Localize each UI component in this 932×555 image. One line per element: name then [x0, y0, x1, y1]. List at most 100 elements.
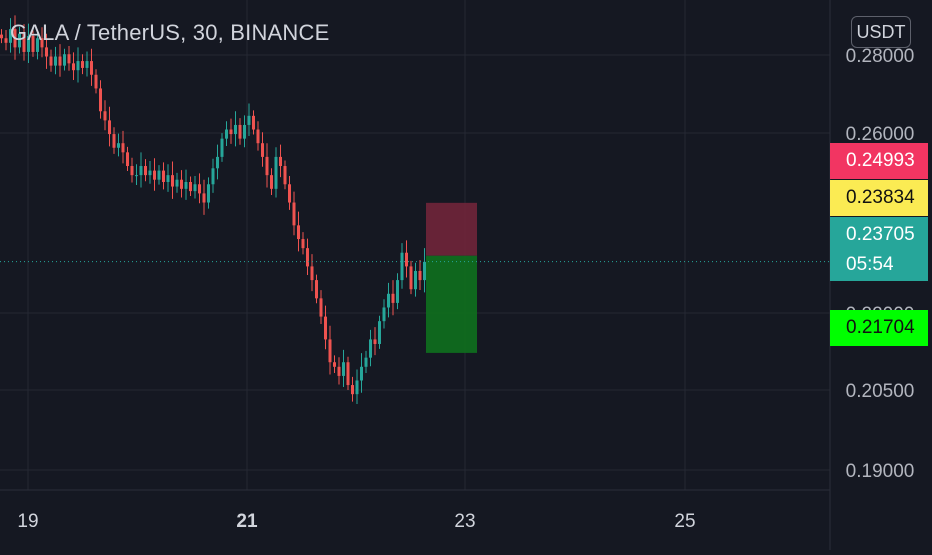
- candle-body: [171, 175, 174, 187]
- candle-body: [153, 170, 156, 180]
- candle-body: [103, 111, 107, 121]
- candle-body: [225, 129, 228, 139]
- candle-body: [67, 54, 71, 64]
- candle-body: [297, 225, 300, 240]
- last-price-value: 0.23705: [846, 224, 915, 245]
- candle-body: [337, 366, 341, 376]
- candle-body: [265, 156, 269, 176]
- candle-body: [157, 170, 161, 180]
- candle-body: [310, 266, 314, 281]
- candle-body: [22, 33, 26, 52]
- candle-body: [90, 61, 93, 75]
- candle-body: [346, 362, 350, 386]
- candle-body: [387, 293, 390, 308]
- time-tick-label: 19: [17, 511, 38, 532]
- time-tick-label: 21: [236, 511, 258, 532]
- candle-body: [0, 34, 3, 39]
- take-profit-zone: [426, 255, 477, 353]
- candle-body: [247, 115, 251, 125]
- time-tick-label: 23: [454, 511, 475, 532]
- price-tick-label: 0.26000: [846, 124, 915, 145]
- candle-body: [58, 56, 62, 66]
- bar-countdown: 05:54: [846, 254, 894, 275]
- candle-body: [279, 156, 282, 167]
- candle-body: [72, 63, 75, 71]
- stop-price-tag: 0.24993: [830, 143, 928, 179]
- price-tick-label: 0.28000: [846, 46, 915, 67]
- position-zones: [426, 202, 477, 353]
- candle-body: [135, 175, 138, 177]
- grid-lines: [0, 0, 831, 550]
- candle-body: [274, 156, 278, 189]
- candle-body: [198, 184, 201, 194]
- candle-body: [45, 47, 48, 57]
- candle-body: [405, 252, 408, 267]
- candle-body: [40, 38, 44, 48]
- title-separator-3: ,: [217, 20, 231, 45]
- candle-body: [175, 179, 179, 187]
- candle-body: [216, 156, 219, 169]
- candle-body: [400, 252, 404, 281]
- candle-body: [54, 56, 57, 66]
- candle-body: [94, 74, 98, 89]
- candle-body: [382, 307, 386, 322]
- candle-body: [184, 181, 188, 189]
- candle-body: [333, 362, 336, 367]
- candle-body: [148, 170, 152, 176]
- candle-body: [396, 280, 399, 303]
- stop-loss-zone: [426, 202, 477, 256]
- time-axis[interactable]: 19 21 23 25: [17, 511, 695, 532]
- exchange: BINANCE: [230, 20, 330, 45]
- candle-body: [261, 143, 264, 157]
- candle-body: [414, 270, 417, 290]
- candle-body: [238, 124, 242, 139]
- price-tick-label: 0.20500: [846, 381, 915, 402]
- candle-body: [49, 56, 53, 66]
- candle-body: [301, 239, 305, 249]
- candle-body: [126, 152, 129, 167]
- candle-body: [252, 115, 255, 130]
- candle-body: [4, 38, 8, 43]
- candle-body: [243, 124, 246, 139]
- candle-body: [292, 202, 296, 226]
- candle-body: [13, 29, 17, 48]
- candle-body: [202, 193, 206, 203]
- candle-body: [211, 168, 215, 185]
- candle-body: [108, 120, 111, 135]
- candle-body: [288, 184, 291, 203]
- symbol-title[interactable]: GALA / TetherUS, 30, BINANCE: [10, 20, 329, 46]
- candle-body: [117, 143, 120, 148]
- candle-body: [364, 357, 368, 367]
- entry-price-tag: 0.23834: [830, 180, 928, 216]
- candle-body: [189, 181, 192, 192]
- currency-button[interactable]: USDT: [851, 16, 911, 48]
- candle-body: [193, 184, 197, 192]
- candle-body: [121, 143, 125, 153]
- last-price-tag: 0.23705 05:54: [830, 217, 928, 281]
- candle-body: [328, 339, 332, 363]
- candle-body: [144, 166, 147, 176]
- candles: [0, 15, 426, 405]
- candle-body: [360, 366, 363, 381]
- candle-body: [139, 166, 143, 176]
- candle-body: [180, 179, 183, 189]
- target-price-tag: 0.21704: [830, 310, 928, 346]
- price-tick-label: 0.19000: [846, 461, 915, 482]
- candle-body: [99, 88, 102, 112]
- candle-body: [76, 61, 80, 71]
- candle-body: [373, 339, 377, 344]
- candle-body: [81, 61, 84, 68]
- candle-body: [355, 380, 359, 395]
- candle-body: [369, 339, 372, 358]
- candle-body: [378, 321, 381, 344]
- candle-body: [31, 35, 35, 52]
- candle-body: [391, 293, 395, 303]
- symbol: GALA: [10, 20, 69, 45]
- candle-body: [220, 138, 224, 157]
- candle-body: [306, 248, 309, 267]
- title-separator: /: [68, 20, 87, 45]
- candle-body: [418, 270, 422, 281]
- candle-body: [18, 33, 21, 48]
